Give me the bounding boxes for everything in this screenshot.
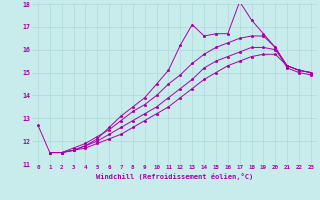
X-axis label: Windchill (Refroidissement éolien,°C): Windchill (Refroidissement éolien,°C) [96, 173, 253, 180]
